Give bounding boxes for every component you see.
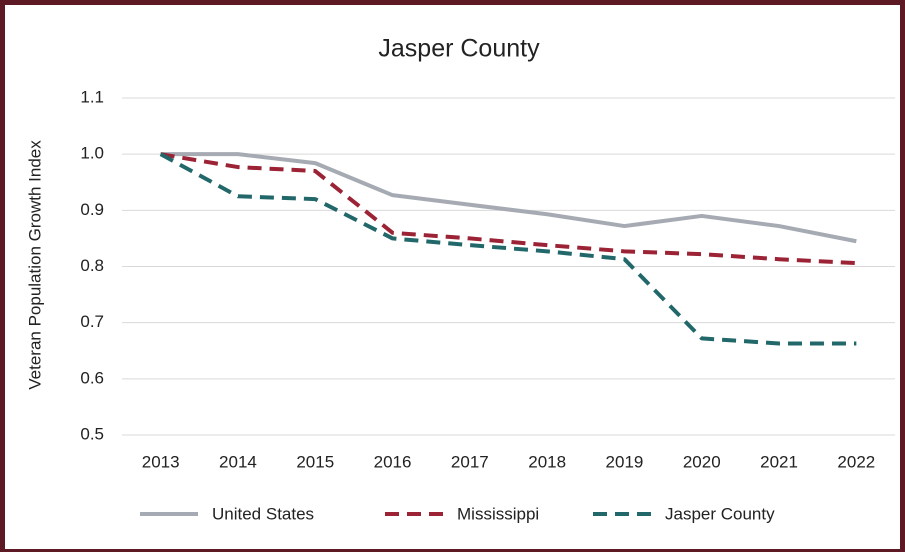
- x-tick-label: 2019: [606, 452, 644, 471]
- x-tick-label: 2015: [296, 452, 334, 471]
- y-tick-label: 0.7: [80, 312, 104, 331]
- y-tick-label: 0.8: [80, 256, 104, 275]
- x-tick-label: 2013: [142, 452, 180, 471]
- legend-label: United States: [212, 504, 314, 523]
- legend-label: Jasper County: [665, 504, 775, 523]
- x-tick-label: 2017: [451, 452, 489, 471]
- x-tick-label: 2016: [374, 452, 412, 471]
- y-tick-label: 1.0: [80, 144, 104, 163]
- chart-title: Jasper County: [378, 35, 540, 63]
- y-axis-label: Veteran Population Growth Index: [25, 140, 44, 390]
- x-tick-label: 2020: [683, 452, 721, 471]
- series-line: [159, 152, 857, 346]
- x-tick-label: 2014: [219, 452, 257, 471]
- x-tick-label: 2022: [837, 452, 875, 471]
- y-tick-label: 0.6: [80, 368, 104, 387]
- x-tick-label: 2018: [528, 452, 566, 471]
- y-tick-label: 1.1: [80, 87, 104, 106]
- x-tick-label: 2021: [760, 452, 798, 471]
- series-line: [160, 152, 857, 266]
- series-line: [160, 152, 857, 244]
- legend-label: Mississippi: [457, 504, 539, 523]
- y-tick-label: 0.5: [80, 424, 104, 443]
- y-tick-label: 0.9: [80, 200, 104, 219]
